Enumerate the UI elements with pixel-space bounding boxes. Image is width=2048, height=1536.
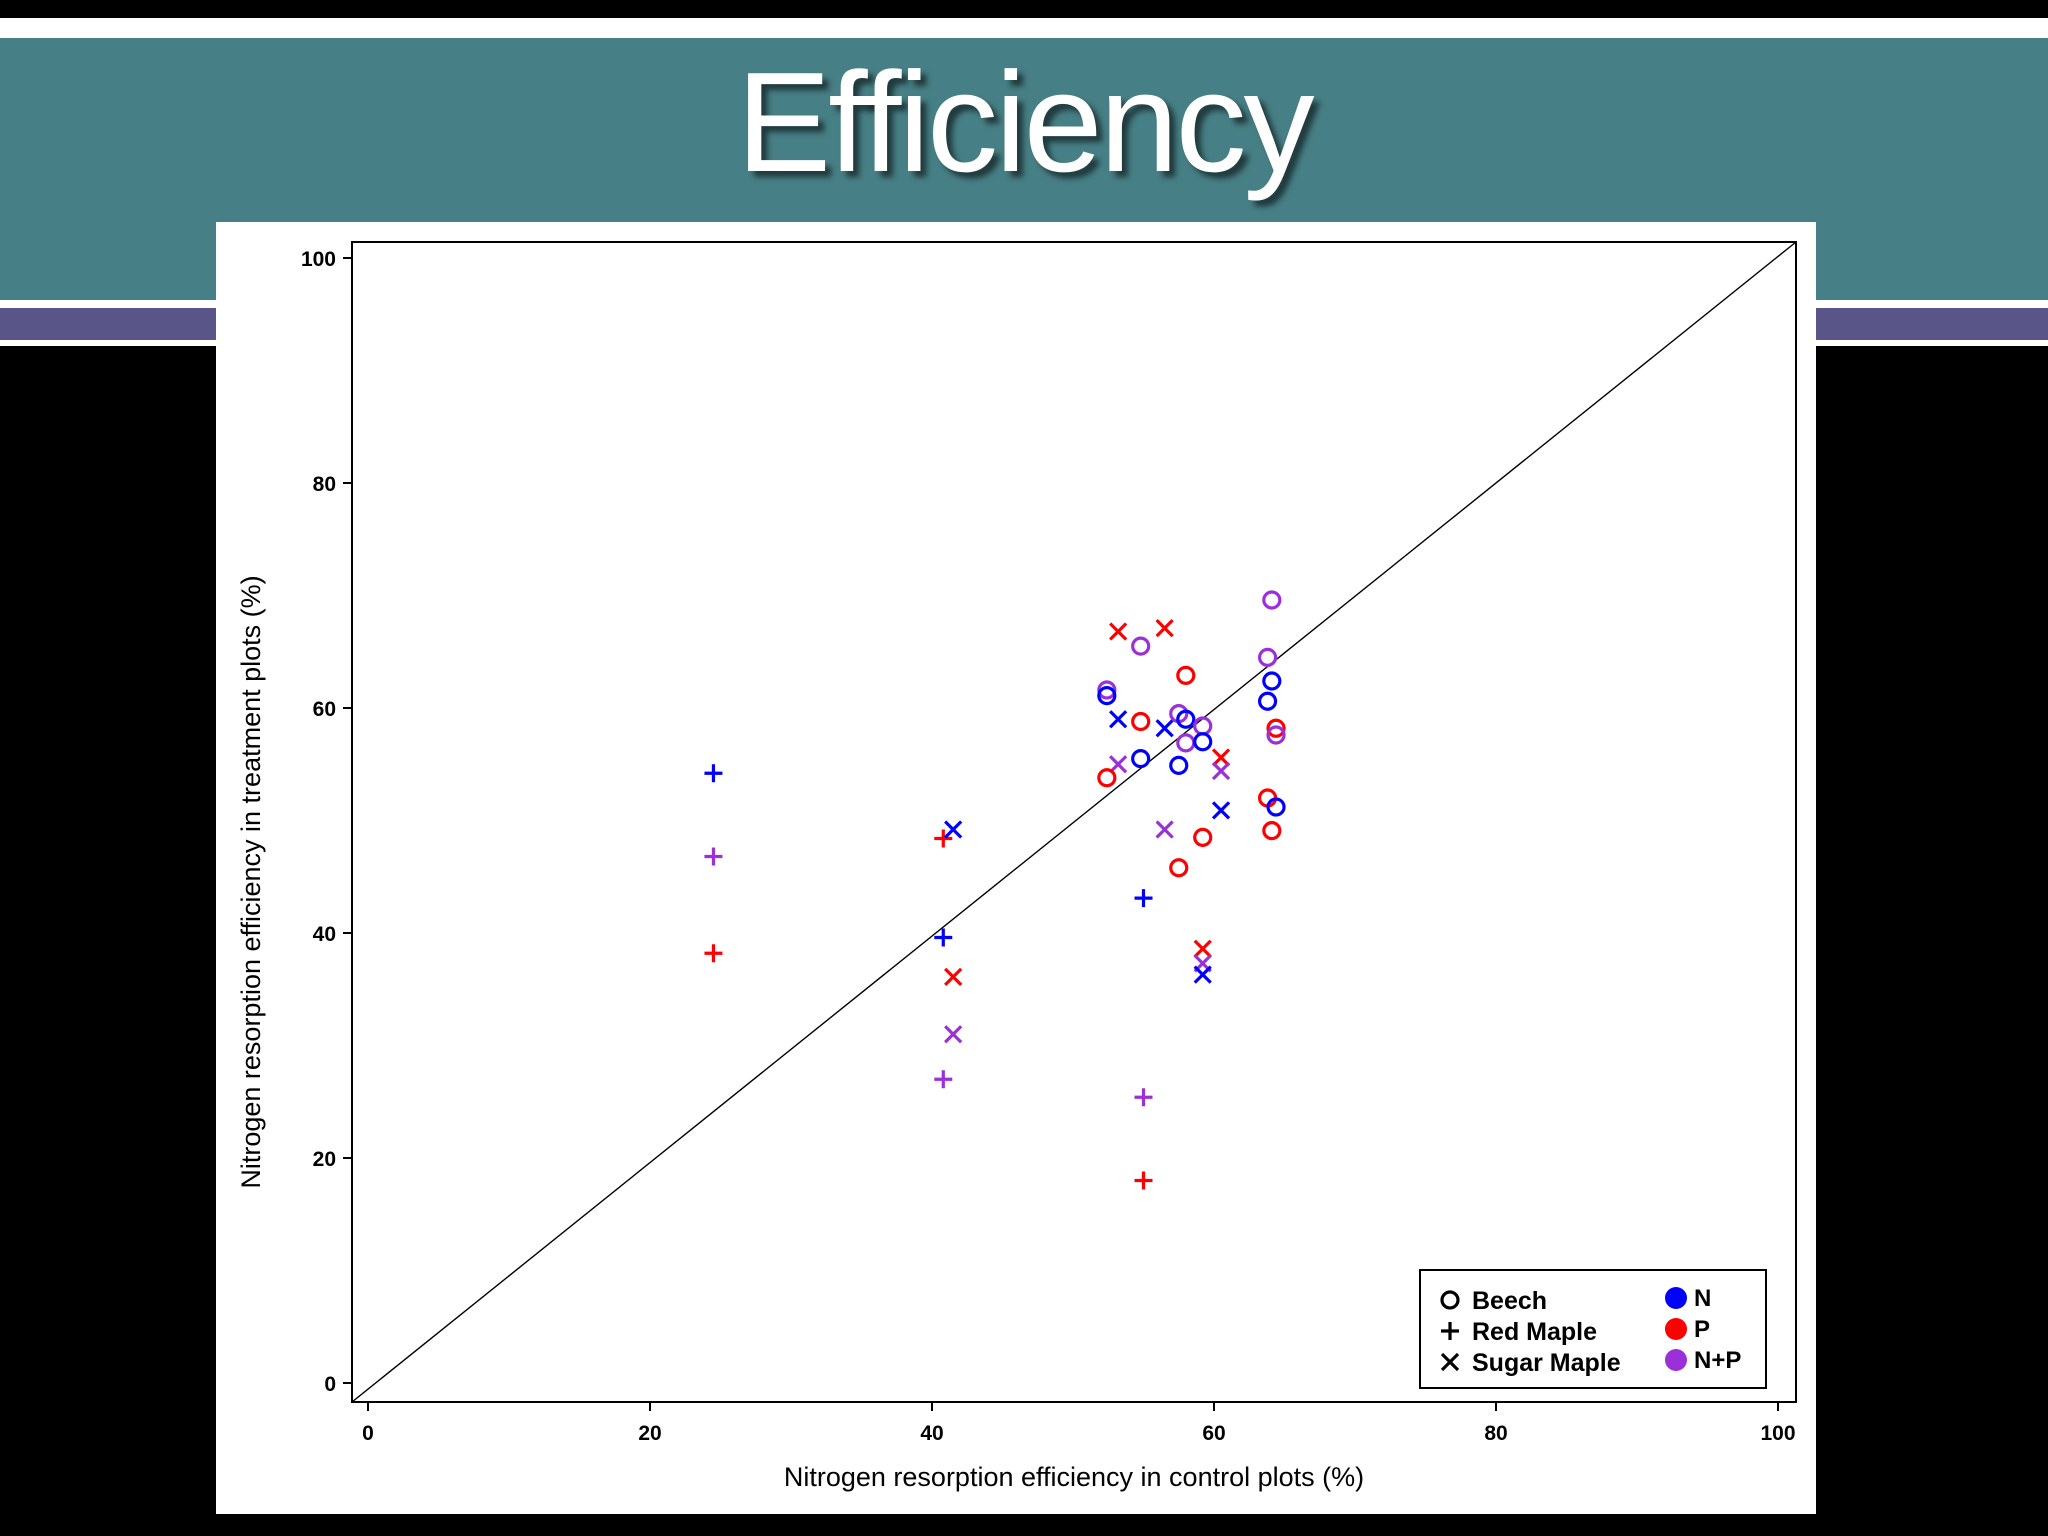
point-beech-n [1262,671,1282,691]
one-to-one-line [351,241,1797,1403]
point-red-maple-n-p [1134,1088,1153,1107]
point-red-maple-n [934,928,953,947]
legend-swatch-p [1665,1318,1687,1340]
y-axis-label: Nitrogen resorption efficiency in treatm… [236,575,266,1188]
point-beech-p [1193,827,1213,847]
point-red-maple-n [1134,889,1153,908]
x-tick-label: 40 [920,1422,943,1445]
point-beech-n [1176,709,1196,729]
top-black-band [0,0,2048,18]
legend-swatch-n [1665,1287,1687,1309]
point-red-maple-n-p [934,1070,953,1089]
chart-panel: 0 20 40 60 80 100 0 20 40 60 80 100 Nitrogen resorpt… [216,222,1816,1514]
point-beech-n-p [1097,680,1117,700]
point-sugar-maple-n-p [1211,761,1231,781]
legend-label-p: P [1694,1316,1710,1343]
legend-marker-beech [1440,1290,1460,1310]
point-sugar-maple-n [1211,801,1231,820]
point-sugar-maple-n-p [1108,755,1128,774]
point-sugar-maple-n-p [1155,820,1174,839]
y-tick-label: 0 [324,1373,336,1396]
point-beech-n [1169,755,1189,775]
point-sugar-maple-n [1193,965,1212,984]
point-sugar-maple-p [1193,939,1212,958]
point-beech-p [1262,821,1282,841]
point-beech-p [1266,718,1286,738]
point-red-maple-p [704,944,723,963]
point-beech-p [1169,858,1189,878]
legend-box [1419,1269,1767,1389]
x-tick-label: 60 [1202,1422,1225,1445]
x-tick-label: 20 [638,1422,661,1445]
y-tick-label: 60 [313,698,336,721]
slide-title: Efficiency [736,43,1314,202]
y-tick-label: 20 [313,1148,336,1171]
x-tick-label: 0 [362,1422,374,1445]
x-tick-label: 80 [1484,1422,1507,1445]
y-tick-label: 40 [313,923,336,946]
point-sugar-maple-n-p [944,1025,963,1044]
point-beech-n-p [1257,647,1278,667]
x-tick-label: 100 [1760,1422,1795,1445]
point-beech-n-p [1193,716,1213,736]
point-beech-n-p [1131,636,1151,656]
point-beech-n [1097,686,1117,706]
scatter-chart: 0 20 40 60 80 100 0 20 40 60 80 100 Nitrogen resorpt… [236,241,1797,1492]
point-beech-n-p [1176,733,1196,753]
point-red-maple-p [1134,1171,1153,1190]
legend-label-beech: Beech [1472,1287,1547,1315]
top-white-line [0,18,2048,38]
plot-frame [351,241,1797,1403]
point-beech-p [1097,768,1117,788]
point-beech-n [1257,691,1278,711]
legend-swatch-n-p [1665,1349,1687,1371]
point-sugar-maple-n [944,820,963,839]
y-tick-label: 80 [313,473,336,496]
point-sugar-maple-p [1211,748,1231,767]
point-beech-p [1176,665,1196,685]
point-beech-n [1193,732,1213,752]
legend-marker-sugar-maple [1440,1352,1460,1372]
legend-label-n-p: N+P [1694,1347,1741,1374]
point-beech-n [1131,749,1151,769]
point-beech-n [1266,797,1286,817]
point-sugar-maple-p [1108,622,1128,641]
legend-marker-red-maple [1441,1322,1459,1340]
point-sugar-maple-n [1155,719,1174,738]
point-red-maple-n-p [704,847,723,866]
point-sugar-maple-p [944,967,963,987]
legend-label-n: N [1694,1285,1711,1312]
point-red-maple-n [704,764,723,783]
point-sugar-maple-p [1155,618,1174,638]
point-red-maple-p [934,829,953,848]
point-sugar-maple-n [1108,710,1128,729]
x-axis-label: Nitrogen resorption efficiency in contro… [784,1462,1364,1492]
point-beech-p [1131,711,1151,732]
point-beech-n-p [1262,590,1282,610]
legend-label-sugar-maple: Sugar Maple [1472,1349,1621,1377]
point-beech-n-p [1266,725,1286,745]
legend-label-red-maple: Red Maple [1472,1318,1597,1346]
y-tick-label: 100 [301,248,336,271]
